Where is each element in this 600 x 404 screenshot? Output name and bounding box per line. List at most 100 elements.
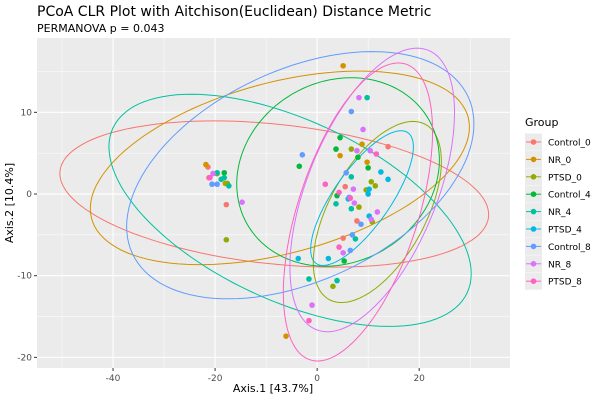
point-control-8 <box>358 221 364 228</box>
legend-title: Group <box>525 116 559 129</box>
point-control-8 <box>343 169 350 176</box>
point-nr-4 <box>226 183 232 189</box>
point-nr-8 <box>354 147 360 154</box>
ellipse-nr-4 <box>108 93 472 327</box>
point-ptsd-8 <box>347 195 354 201</box>
grid-lines <box>37 38 510 368</box>
point-control-4 <box>341 258 347 264</box>
point-nr-0 <box>337 152 343 159</box>
point-ptsd-4 <box>366 186 372 192</box>
point-nr-8 <box>374 209 381 215</box>
point-nr-8 <box>350 186 357 192</box>
plot-panel <box>37 38 510 368</box>
point-nr-0 <box>340 62 346 69</box>
legend-label: NR_4 <box>548 208 571 218</box>
chart-title: PCoA CLR Plot with Aitchison(Euclidean) … <box>37 4 431 20</box>
legend-key-point <box>530 191 537 197</box>
point-nr-0 <box>364 159 370 165</box>
point-ptsd-4 <box>295 255 302 262</box>
points <box>203 62 391 339</box>
legend-label: NR_0 <box>548 156 571 166</box>
point-nr-8 <box>367 147 373 154</box>
point-ptsd-4 <box>385 176 391 183</box>
legend-label: PTSD_8 <box>548 278 582 288</box>
legend: Group Control_0 NR_0 PTSD_0 Control_4 NR_4 PT… <box>525 116 591 290</box>
point-nr-0 <box>203 161 209 168</box>
point-nr-4 <box>348 174 355 180</box>
y-axis-label: Axis.2 [10.4%] <box>3 163 16 243</box>
legend-label: Control_4 <box>548 191 591 201</box>
x-axis-label: Axis.1 [43.7%] <box>233 382 313 395</box>
legend-label: Control_8 <box>548 243 591 253</box>
point-nr-4 <box>364 94 370 101</box>
legend-key-point <box>530 243 537 250</box>
point-control-4 <box>337 134 343 141</box>
point-nr-4 <box>306 276 312 282</box>
point-nr-8 <box>340 250 346 256</box>
point-nr-4 <box>221 174 228 181</box>
legend-key-point <box>530 139 537 145</box>
point-control-4 <box>221 169 228 176</box>
legend-label: Control_0 <box>548 139 591 149</box>
point-ptsd-8 <box>373 151 380 157</box>
point-ptsd-4 <box>325 255 332 262</box>
ellipse-control-4 <box>236 77 440 267</box>
point-nr-8 <box>368 216 375 223</box>
point-nr-8 <box>210 170 216 177</box>
legend-key-point <box>530 174 537 180</box>
ellipse-ptsd-4 <box>310 130 414 266</box>
y-tick-label: -10 <box>17 272 32 282</box>
point-ptsd-4 <box>378 169 384 175</box>
point-ptsd-8 <box>336 189 342 196</box>
point-ptsd-0 <box>372 183 379 189</box>
x-tick-label: -20 <box>208 374 223 384</box>
x-tick-label: -40 <box>106 374 121 384</box>
point-ptsd-0 <box>368 178 375 185</box>
point-nr-8 <box>351 200 358 206</box>
ellipses <box>59 47 490 362</box>
point-nr-0 <box>283 333 289 339</box>
point-ptsd-0 <box>223 236 230 243</box>
point-nr-4 <box>348 205 355 212</box>
legend-key-point <box>530 208 537 215</box>
point-nr-8 <box>356 94 362 101</box>
point-nr-4 <box>334 277 340 284</box>
point-control-8 <box>214 181 220 188</box>
point-nr-8 <box>309 302 315 308</box>
point-control-8 <box>299 152 306 158</box>
legend-key-point <box>530 278 537 285</box>
point-nr-4 <box>333 201 339 207</box>
y-tick-label: -20 <box>17 353 32 363</box>
point-nr-0 <box>359 141 365 147</box>
legend-label: PTSD_0 <box>548 173 582 183</box>
ellipse-control-8 <box>126 51 475 300</box>
point-ptsd-8 <box>322 181 329 188</box>
point-control-8 <box>349 232 356 238</box>
point-control-4 <box>333 146 339 152</box>
point-ptsd-0 <box>330 283 336 290</box>
point-ptsd-8 <box>336 244 342 250</box>
point-control-0 <box>354 218 360 224</box>
point-control-8 <box>347 247 354 254</box>
legend-key-point <box>530 261 537 267</box>
x-tick-label: 20 <box>413 374 425 384</box>
legend-label: PTSD_4 <box>548 226 582 236</box>
ellipse-ptsd-8 <box>282 62 433 362</box>
point-ptsd-8 <box>306 317 312 324</box>
point-nr-4 <box>352 236 359 242</box>
ellipse-nr-0 <box>89 70 470 266</box>
point-nr-8 <box>360 126 366 133</box>
point-control-4 <box>355 154 361 161</box>
legend-label: NR_8 <box>548 260 571 270</box>
point-control-4 <box>296 163 303 170</box>
point-control-8 <box>348 108 355 115</box>
point-control-0 <box>385 143 391 150</box>
point-nr-8 <box>239 199 245 205</box>
point-ptsd-0 <box>356 204 362 210</box>
point-control-0 <box>340 235 346 241</box>
legend-key-point <box>530 226 537 232</box>
point-control-0 <box>342 183 348 190</box>
point-ptsd-0 <box>348 146 355 152</box>
point-control-8 <box>209 181 215 188</box>
